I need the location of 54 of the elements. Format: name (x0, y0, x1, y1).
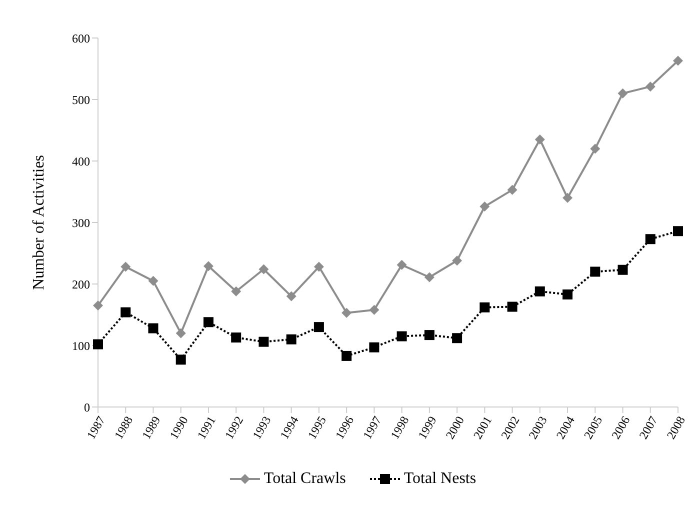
y-axis-title: Number of Activities (30, 154, 48, 290)
point (534, 134, 545, 144)
y-tick-label: 600 (72, 31, 90, 46)
point (231, 332, 242, 343)
point (645, 82, 656, 92)
point (342, 308, 352, 318)
point (673, 56, 683, 66)
point (452, 333, 462, 344)
point (507, 184, 518, 195)
point (148, 323, 158, 334)
point (342, 350, 352, 361)
point (120, 307, 131, 318)
point (286, 291, 296, 302)
point (618, 264, 628, 275)
point (590, 144, 600, 154)
point (369, 304, 380, 315)
point (645, 234, 656, 244)
point (93, 339, 103, 350)
y-tick-label: 500 (72, 92, 90, 107)
point (396, 331, 407, 342)
y-tick-label: 200 (72, 277, 90, 292)
point (286, 334, 296, 344)
point (590, 266, 600, 277)
point (120, 262, 131, 272)
point (176, 354, 186, 365)
point (258, 264, 269, 274)
point (369, 342, 380, 352)
point (618, 88, 628, 98)
point (507, 302, 518, 312)
point (534, 286, 545, 296)
point (480, 202, 490, 212)
point (176, 328, 186, 338)
point (480, 302, 490, 312)
legend-label: Total Crawls (262, 470, 346, 488)
y-tick-label: 400 (72, 154, 90, 168)
point (452, 256, 462, 266)
y-tick-label: 0 (84, 400, 90, 414)
point (562, 289, 573, 300)
point (231, 286, 242, 296)
point (562, 192, 573, 203)
point (314, 262, 324, 272)
point (203, 317, 214, 328)
point (673, 226, 683, 236)
point (314, 322, 324, 332)
y-tick-label: 300 (72, 216, 90, 230)
point (424, 330, 434, 340)
point (424, 272, 434, 282)
legend-label: Total Nests (402, 470, 476, 488)
point (396, 260, 407, 270)
point (258, 336, 269, 347)
point (148, 276, 158, 286)
point (203, 261, 214, 272)
point (93, 300, 103, 311)
y-tick-label: 100 (72, 338, 90, 353)
